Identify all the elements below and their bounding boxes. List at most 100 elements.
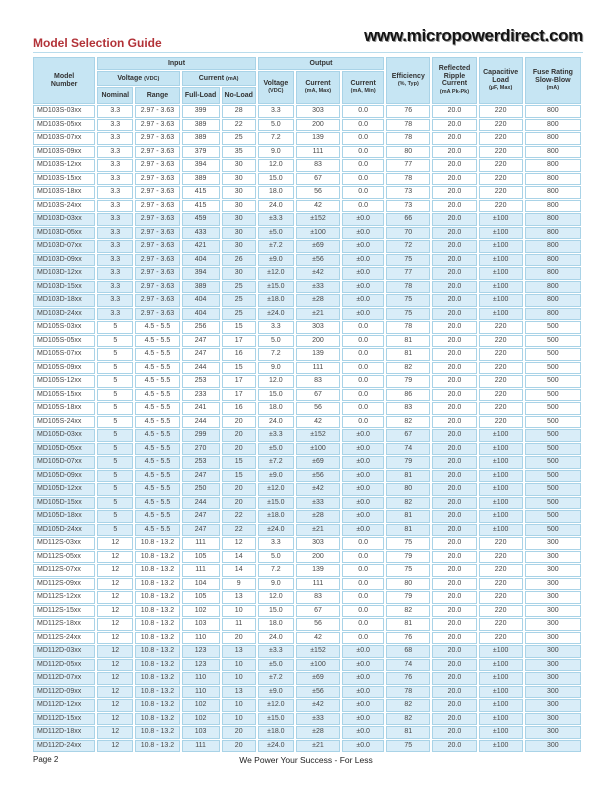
fuse-rating-cell: 800 [524,172,581,185]
model-number-cell: MD105D-07xx [33,456,96,469]
model-number-cell: MD105S-12xx [33,375,96,388]
output-current-min-cell: 0.0 [342,550,385,563]
model-number-cell: MD103S-15xx [33,172,96,185]
output-current-max-cell: 303 [295,321,341,334]
capacitive-load-cell: 220 [478,361,523,374]
capacitive-load-cell: 220 [478,388,523,401]
input-current-full-load-cell: 244 [181,415,220,428]
input-voltage-range-cell: 2.97 - 3.63 [135,199,180,212]
reflected-ripple-cell: 20.0 [432,186,477,199]
reflected-ripple-cell: 20.0 [432,105,477,118]
output-current-min-cell: ±0.0 [342,658,385,671]
capacitive-load-cell: ±100 [478,712,523,725]
table-row: MD112S-03xx 12 10.8 - 13.2 111 12 3.3 303 0.0 75… [33,537,581,550]
output-current-max-cell: ±28 [295,726,341,739]
input-current-no-load-cell: 20 [221,726,256,739]
input-voltage-range-cell: 2.97 - 3.63 [135,253,180,266]
efficiency-cell: 82 [386,496,431,509]
input-voltage-range-cell: 10.8 - 13.2 [135,537,180,550]
output-current-min-cell: 0.0 [342,321,385,334]
output-current-min-cell: ±0.0 [342,523,385,536]
model-number-cell: MD103D-24xx [33,307,96,320]
input-current-full-load-cell: 247 [181,510,220,523]
footer-slogan: We Power Your Success - For Less [239,755,373,765]
output-current-max-cell: 56 [295,618,341,631]
table-row: MD112S-07xx 12 10.8 - 13.2 111 14 7.2 139 0.0 75… [33,564,581,577]
header-input-voltage: Voltage (VDC) [97,71,180,86]
input-current-no-load-cell: 10 [221,658,256,671]
title-divider [33,52,583,53]
input-voltage-range-cell: 2.97 - 3.63 [135,226,180,239]
input-voltage-nominal-cell: 5 [97,402,134,415]
input-voltage-nominal-cell: 3.3 [97,294,134,307]
input-voltage-range-cell: 2.97 - 3.63 [135,145,180,158]
capacitive-load-cell: ±100 [478,213,523,226]
reflected-ripple-cell: 20.0 [432,348,477,361]
reflected-ripple-cell: 20.0 [432,726,477,739]
output-current-max-cell: 67 [295,388,341,401]
input-voltage-nominal-cell: 3.3 [97,280,134,293]
output-current-max-cell: ±42 [295,483,341,496]
table-row: MD105S-18xx 5 4.5 - 5.5 241 16 18.0 56 0.0 83 20.… [33,402,581,415]
output-current-max-cell: 139 [295,132,341,145]
input-voltage-range-cell: 2.97 - 3.63 [135,240,180,253]
input-current-full-load-cell: 123 [181,658,220,671]
input-voltage-nominal-cell: 12 [97,726,134,739]
output-current-min-cell: ±0.0 [342,280,385,293]
output-voltage-cell: ±9.0 [257,253,294,266]
efficiency-cell: 81 [386,334,431,347]
output-voltage-cell: 7.2 [257,564,294,577]
table-row: MD103D-05xx 3.3 2.97 - 3.63 433 30 ±5.0 ±100 ±0… [33,226,581,239]
capacitive-load-cell: ±100 [478,672,523,685]
capacitive-load-cell: 220 [478,186,523,199]
capacitive-load-cell: ±100 [478,280,523,293]
output-voltage-cell: ±3.3 [257,213,294,226]
capacitive-load-cell: 220 [478,132,523,145]
capacitive-load-cell: 220 [478,105,523,118]
reflected-ripple-cell: 20.0 [432,442,477,455]
header-capacitive-load: Capacitive Load (µF, Max) [478,57,523,104]
website-url: www.micropowerdirect.com [364,26,583,45]
input-voltage-range-cell: 10.8 - 13.2 [135,699,180,712]
fuse-rating-cell: 500 [524,361,581,374]
output-current-min-cell: ±0.0 [342,307,385,320]
header-efficiency: Efficiency (%, Typ) [386,57,431,104]
output-current-max-cell: 200 [295,118,341,131]
output-current-max-cell: ±100 [295,226,341,239]
output-voltage-cell: 18.0 [257,186,294,199]
page-title: Model Selection Guide [33,36,162,50]
output-current-min-cell: ±0.0 [342,240,385,253]
output-current-min-cell: ±0.0 [342,645,385,658]
table-row: MD103D-03xx 3.3 2.97 - 3.63 459 30 ±3.3 ±152 ±0… [33,213,581,226]
output-current-min-cell: 0.0 [342,118,385,131]
model-number-cell: MD105D-18xx [33,510,96,523]
model-number-cell: MD112D-03xx [33,645,96,658]
output-current-min-cell: ±0.0 [342,672,385,685]
fuse-rating-cell: 800 [524,294,581,307]
output-current-max-cell: 56 [295,186,341,199]
output-current-max-cell: 67 [295,604,341,617]
input-voltage-range-cell: 10.8 - 13.2 [135,672,180,685]
capacitive-load-cell: 220 [478,631,523,644]
table-row: MD112D-09xx 12 10.8 - 13.2 110 13 ±9.0 ±56 ±0.0… [33,685,581,698]
efficiency-cell: 80 [386,145,431,158]
output-voltage-cell: ±3.3 [257,645,294,658]
input-voltage-nominal-cell: 3.3 [97,226,134,239]
output-current-max-cell: 200 [295,334,341,347]
output-voltage-cell: 24.0 [257,415,294,428]
capacitive-load-cell: ±100 [478,523,523,536]
table-row: MD112S-12xx 12 10.8 - 13.2 105 13 12.0 83 0.0 79… [33,591,581,604]
input-current-full-load-cell: 104 [181,577,220,590]
input-current-no-load-cell: 20 [221,415,256,428]
table-row: MD103D-18xx 3.3 2.97 - 3.63 404 25 ±18.0 ±28 ±0… [33,294,581,307]
input-current-full-load-cell: 394 [181,159,220,172]
input-current-full-load-cell: 102 [181,604,220,617]
input-current-full-load-cell: 247 [181,334,220,347]
efficiency-cell: 81 [386,726,431,739]
capacitive-load-cell: ±100 [478,685,523,698]
output-voltage-cell: ±15.0 [257,496,294,509]
input-current-full-load-cell: 394 [181,267,220,280]
input-current-no-load-cell: 25 [221,294,256,307]
input-voltage-nominal-cell: 12 [97,564,134,577]
model-number-cell: MD103S-18xx [33,186,96,199]
